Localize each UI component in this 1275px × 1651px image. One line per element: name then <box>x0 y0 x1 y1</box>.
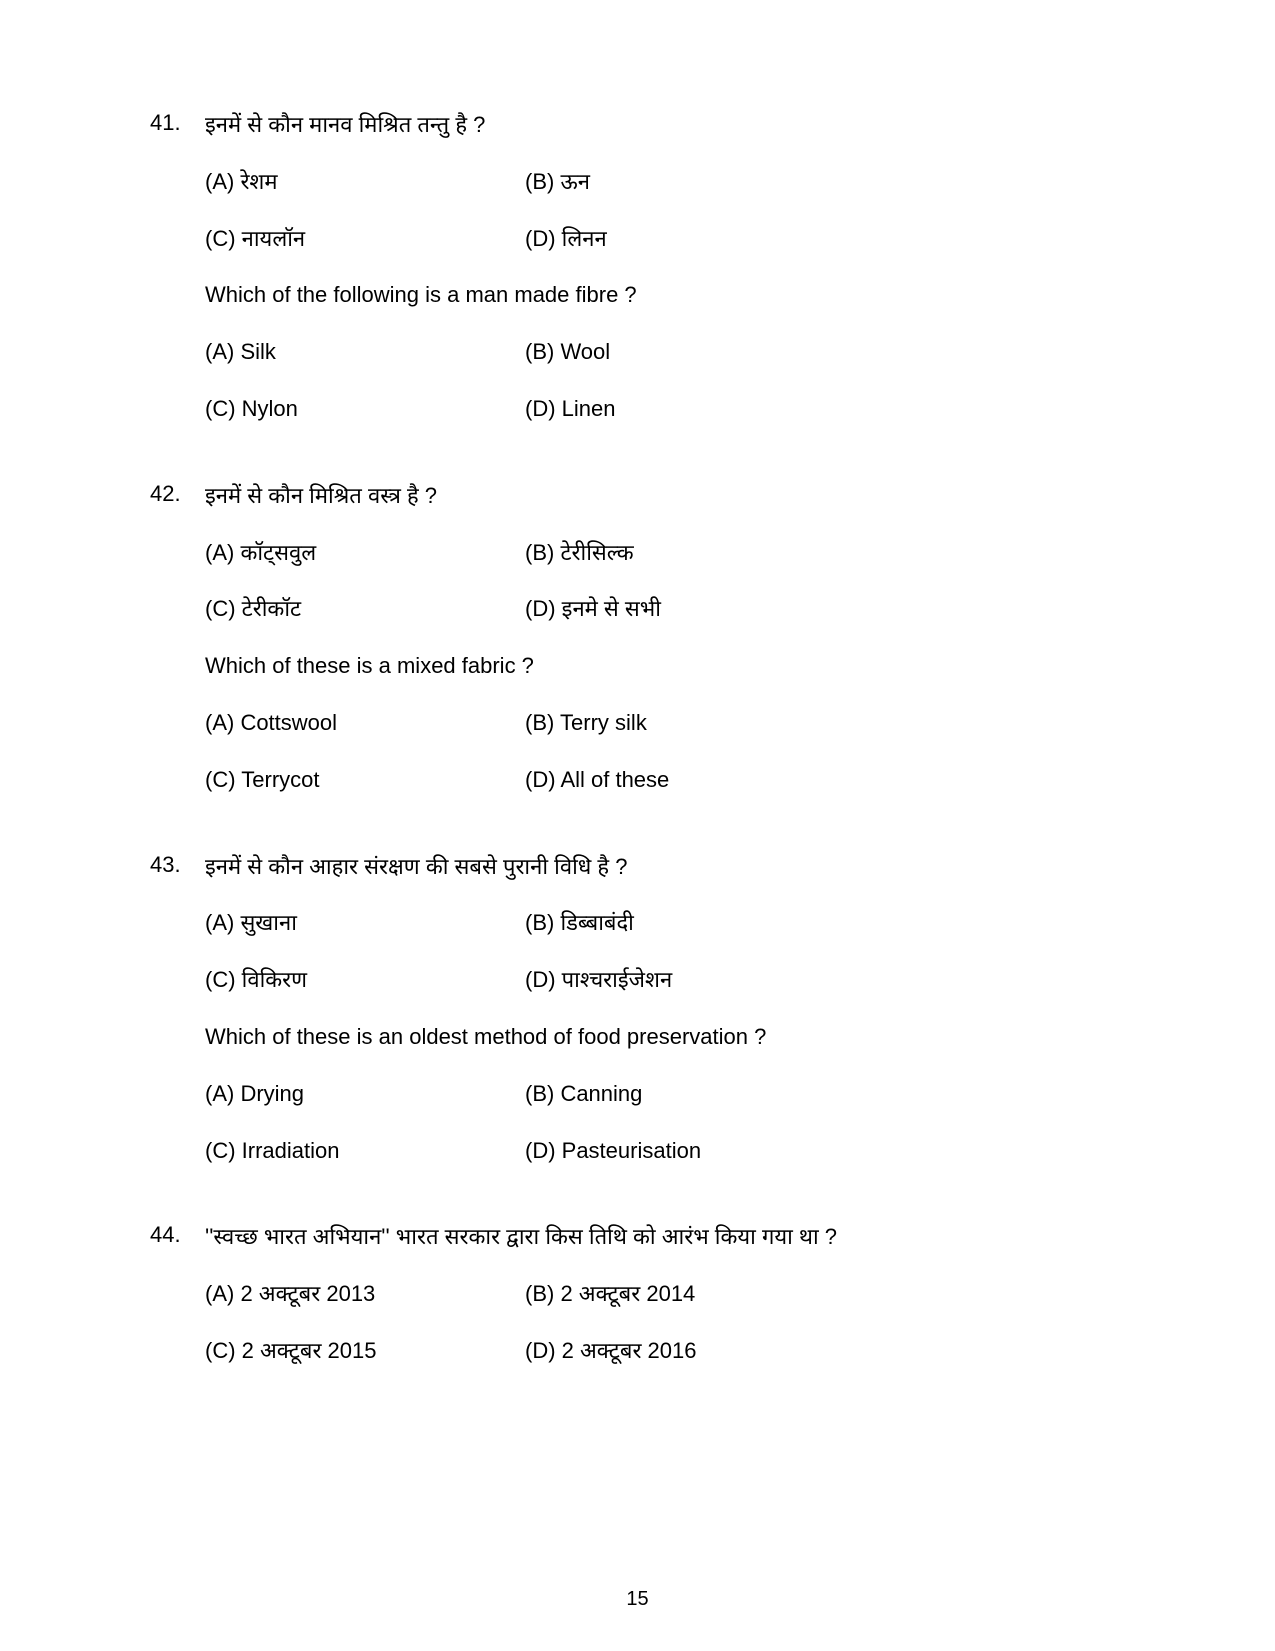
option-d-hi: (D) पाश्चराईजेशन <box>525 965 1125 996</box>
options-row: (A) कॉट्सवुल (B) टेरीसिल्क <box>205 538 1125 569</box>
question-text-en: Which of these is an oldest method of fo… <box>205 1022 1125 1053</box>
option-a-hi: (A) 2 अक्टूबर 2013 <box>205 1279 525 1310</box>
option-d-en: (D) All of these <box>525 765 1125 796</box>
option-b-hi: (B) ऊन <box>525 167 1125 198</box>
options-row: (A) 2 अक्टूबर 2013 (B) 2 अक्टूबर 2014 <box>205 1279 1125 1310</box>
question-number: 42. <box>150 481 205 822</box>
options-row: (C) विकिरण (D) पाश्चराईजेशन <box>205 965 1125 996</box>
question-text-en: Which of these is a mixed fabric ? <box>205 651 1125 682</box>
option-b-hi: (B) डिब्बाबंदी <box>525 908 1125 939</box>
option-c-hi: (C) 2 अक्टूबर 2015 <box>205 1336 525 1367</box>
question-number: 41. <box>150 110 205 451</box>
option-b-en: (B) Wool <box>525 337 1125 368</box>
option-c-hi: (C) टेरीकॉट <box>205 594 525 625</box>
question-42: 42. इनमें से कौन मिश्रित वस्त्र है ? (A)… <box>150 481 1125 822</box>
option-c-hi: (C) नायलॉन <box>205 224 525 255</box>
option-b-hi: (B) टेरीसिल्क <box>525 538 1125 569</box>
option-b-en: (B) Terry silk <box>525 708 1125 739</box>
option-a-en: (A) Drying <box>205 1079 525 1110</box>
options-row: (A) Silk (B) Wool <box>205 337 1125 368</box>
option-b-en: (B) Canning <box>525 1079 1125 1110</box>
question-44: 44. ''स्वच्छ भारत अभियान'' भारत सरकार द्… <box>150 1222 1125 1392</box>
option-c-hi: (C) विकिरण <box>205 965 525 996</box>
options-row: (C) Irradiation (D) Pasteurisation <box>205 1136 1125 1167</box>
options-row: (A) Cottswool (B) Terry silk <box>205 708 1125 739</box>
question-number: 44. <box>150 1222 205 1392</box>
option-d-hi: (D) इनमे से सभी <box>525 594 1125 625</box>
question-text-en: Which of the following is a man made fib… <box>205 280 1125 311</box>
option-a-hi: (A) कॉट्सवुल <box>205 538 525 569</box>
question-text-hi: इनमें से कौन मानव मिश्रित तन्तु है ? <box>205 110 1125 141</box>
options-row: (C) टेरीकॉट (D) इनमे से सभी <box>205 594 1125 625</box>
option-d-hi: (D) लिनन <box>525 224 1125 255</box>
options-row: (A) सुखाना (B) डिब्बाबंदी <box>205 908 1125 939</box>
question-text-hi: इनमें से कौन आहार संरक्षण की सबसे पुरानी… <box>205 852 1125 883</box>
options-row: (C) 2 अक्टूबर 2015 (D) 2 अक्टूबर 2016 <box>205 1336 1125 1367</box>
question-number: 43. <box>150 852 205 1193</box>
options-row: (C) Nylon (D) Linen <box>205 394 1125 425</box>
option-a-en: (A) Silk <box>205 337 525 368</box>
question-text-hi: इनमें से कौन मिश्रित वस्त्र है ? <box>205 481 1125 512</box>
question-41: 41. इनमें से कौन मानव मिश्रित तन्तु है ?… <box>150 110 1125 451</box>
question-43: 43. इनमें से कौन आहार संरक्षण की सबसे पु… <box>150 852 1125 1193</box>
option-b-hi: (B) 2 अक्टूबर 2014 <box>525 1279 1125 1310</box>
option-d-hi: (D) 2 अक्टूबर 2016 <box>525 1336 1125 1367</box>
options-row: (A) रेशम (B) ऊन <box>205 167 1125 198</box>
option-a-en: (A) Cottswool <box>205 708 525 739</box>
option-a-hi: (A) सुखाना <box>205 908 525 939</box>
option-d-en: (D) Linen <box>525 394 1125 425</box>
options-row: (C) Terrycot (D) All of these <box>205 765 1125 796</box>
options-row: (C) नायलॉन (D) लिनन <box>205 224 1125 255</box>
option-c-en: (C) Nylon <box>205 394 525 425</box>
option-c-en: (C) Irradiation <box>205 1136 525 1167</box>
page: 41. इनमें से कौन मानव मिश्रित तन्तु है ?… <box>0 0 1275 1651</box>
page-number: 15 <box>0 1588 1275 1611</box>
option-c-en: (C) Terrycot <box>205 765 525 796</box>
option-d-en: (D) Pasteurisation <box>525 1136 1125 1167</box>
option-a-hi: (A) रेशम <box>205 167 525 198</box>
options-row: (A) Drying (B) Canning <box>205 1079 1125 1110</box>
question-text-hi: ''स्वच्छ भारत अभियान'' भारत सरकार द्वारा… <box>205 1222 1125 1253</box>
